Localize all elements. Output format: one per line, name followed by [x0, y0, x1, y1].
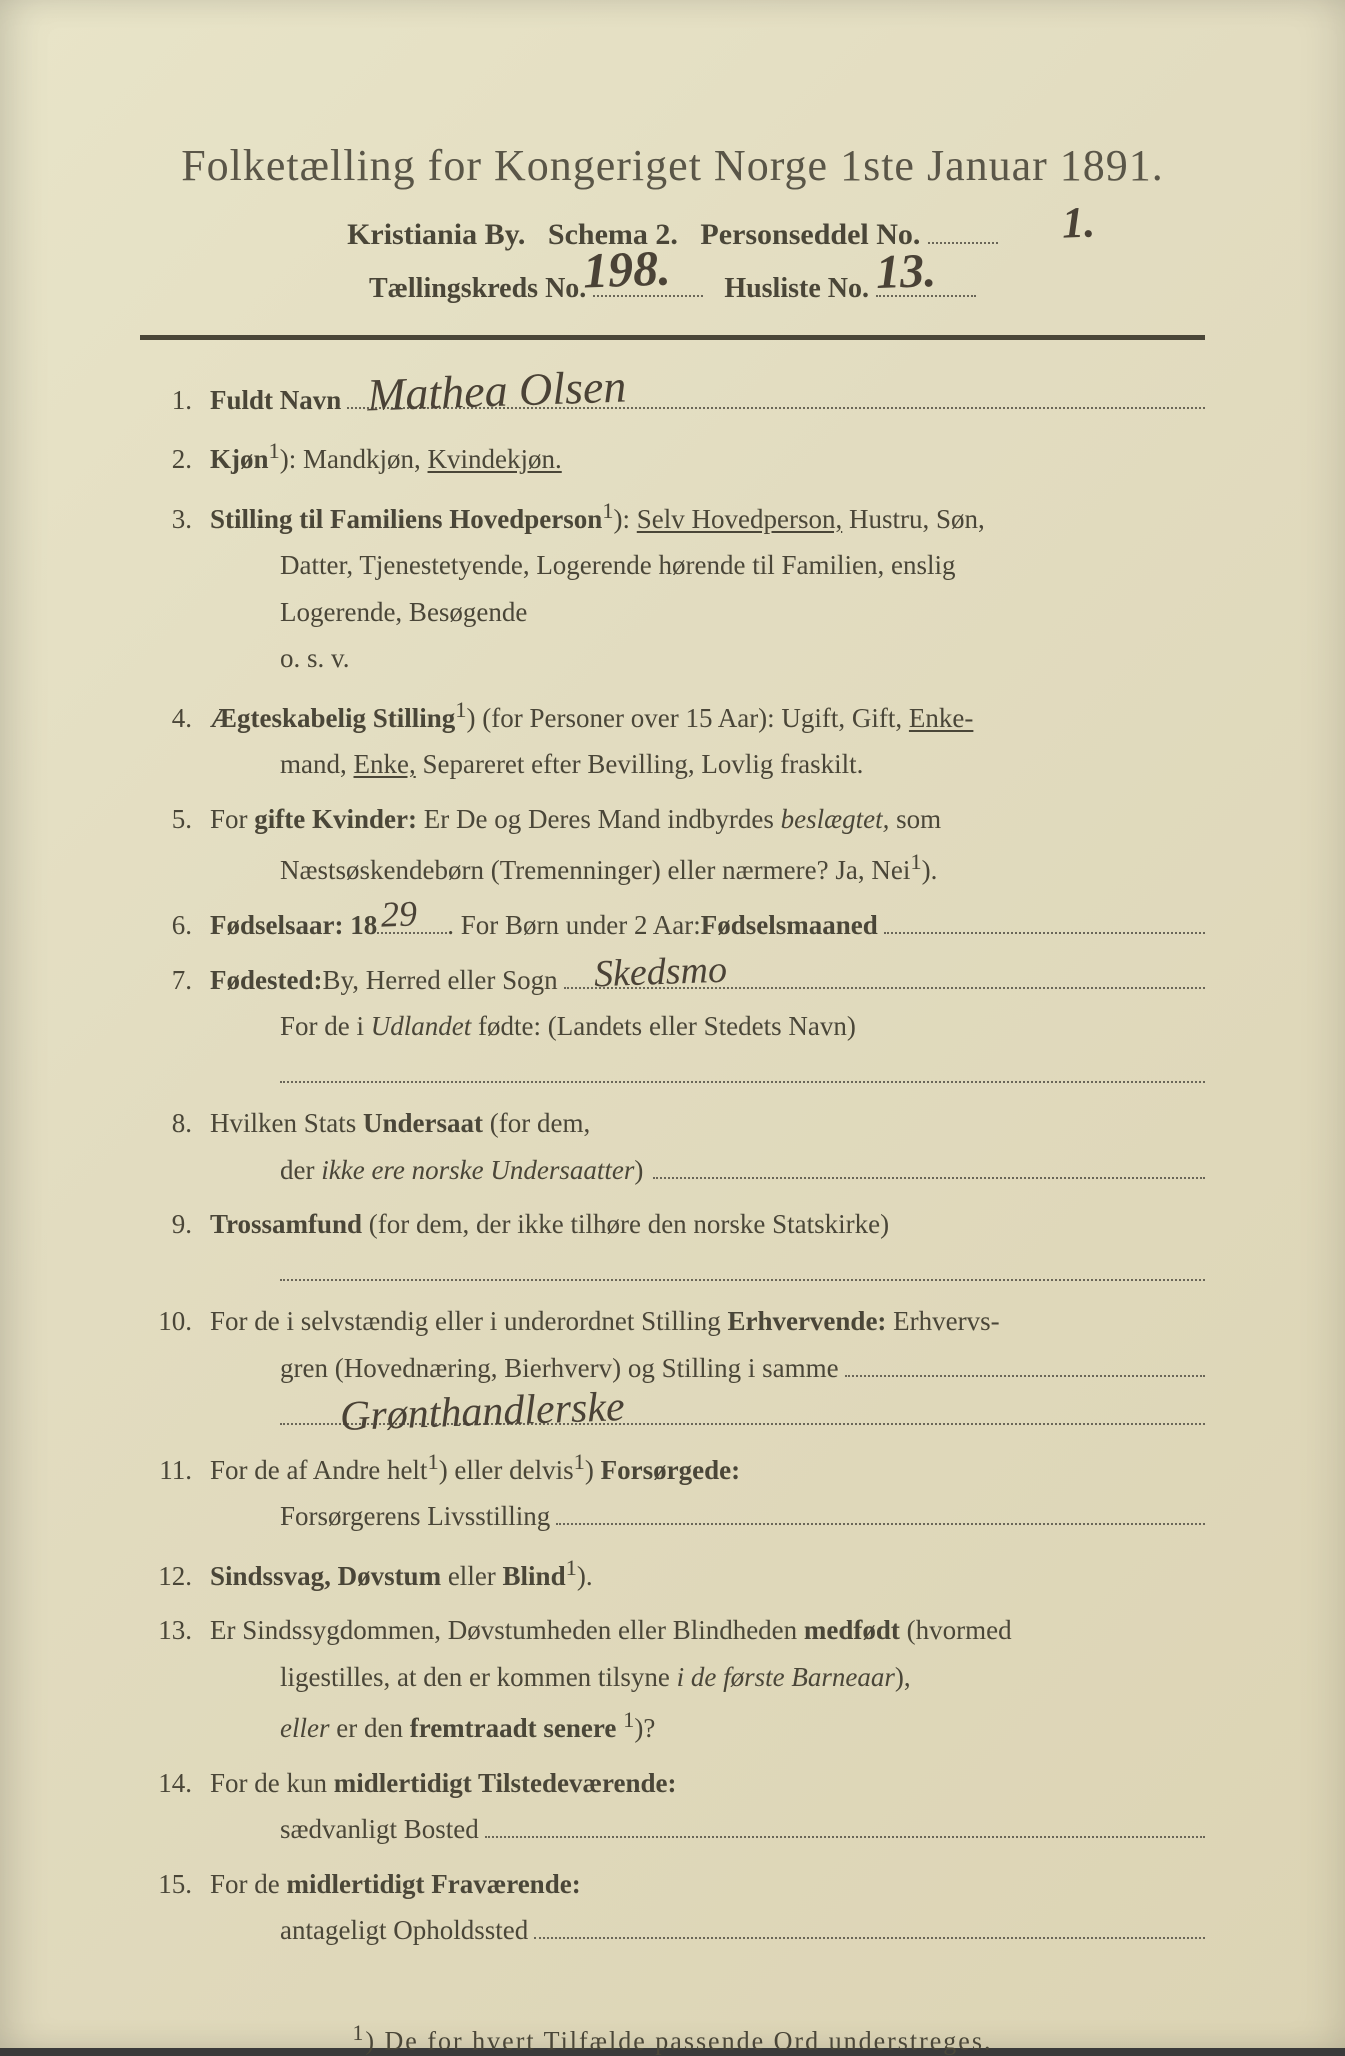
num-13: 13.	[140, 1610, 210, 1651]
occupation-value: Grønthandlerske	[339, 1383, 625, 1441]
item-6: 6. Fødselsaar: 18 29 . For Børn under 2 …	[140, 905, 1205, 946]
item-3: 3. Stilling til Familiens Hovedperson1):…	[140, 494, 1205, 540]
num-9: 9.	[140, 1204, 210, 1245]
num-11: 11.	[140, 1450, 210, 1491]
num-7: 7.	[140, 960, 210, 1001]
item-12: 12. Sindssvag, Døvstum eller Blind1).	[140, 1551, 1205, 1597]
item-7: 7. Fødested: By, Herred eller Sogn Skeds…	[140, 960, 1205, 1001]
label-kjon: Kjøn	[210, 444, 269, 474]
personseddel-value: 1.	[1061, 196, 1096, 248]
kreds-value: 198.	[582, 238, 671, 299]
item-4-line2: mand, Enke, Separeret efter Bevilling, L…	[140, 744, 1205, 785]
num-5: 5.	[140, 799, 210, 840]
husliste-label: Husliste No.	[724, 273, 869, 304]
num-6: 6.	[140, 905, 210, 946]
item-15-line2: antageligt Opholdssted	[140, 1910, 1205, 1951]
item-15: 15. For de midlertidigt Fraværende:	[140, 1864, 1205, 1905]
label-fuldt-navn: Fuldt Navn	[210, 380, 341, 421]
item-9: 9. Trossamfund (for dem, der ikke tilhør…	[140, 1204, 1205, 1245]
num-2: 2.	[140, 439, 210, 480]
label-aegteskab: Ægteskabelig Stilling	[210, 703, 455, 733]
num-1: 1.	[140, 380, 210, 421]
sup-2: 1	[269, 438, 280, 463]
num-12: 12.	[140, 1556, 210, 1597]
page-title: Folketælling for Kongeriget Norge 1ste J…	[140, 140, 1205, 191]
census-form-page: Folketælling for Kongeriget Norge 1ste J…	[0, 0, 1345, 2048]
birthplace-value: Skedsmo	[593, 942, 728, 1004]
item-10: 10. For de i selvstændig eller i underor…	[140, 1301, 1205, 1342]
item-8-line2: der ikke ere norske Undersaatter)	[140, 1150, 1205, 1191]
birthyear-value: 29	[380, 886, 418, 941]
item-13: 13. Er Sindssygdommen, Døvstumheden elle…	[140, 1610, 1205, 1651]
item-11-line2: Forsørgerens Livsstilling	[140, 1496, 1205, 1537]
item-2: 2. Kjøn1): Mandkjøn, Kvindekjøn.	[140, 434, 1205, 480]
item-10-blank: Grønthandlerske	[280, 1402, 1205, 1424]
footnote: 1) De for hvert Tilfælde passende Ord un…	[140, 2021, 1205, 2056]
kreds-label: Tællingskreds No.	[369, 273, 586, 304]
kvindekjon: Kvindekjøn.	[428, 444, 562, 474]
item-3-line3: Logerende, Besøgende	[140, 592, 1205, 633]
item-5-line2: Næstsøskendebørn (Tremenninger) eller næ…	[140, 845, 1205, 891]
item-7-line2: For de i Udlandet fødte: (Landets eller …	[140, 1006, 1205, 1047]
item-5: 5. For gifte Kvinder: Er De og Deres Man…	[140, 799, 1205, 840]
item-14-line2: sædvanligt Bosted	[140, 1809, 1205, 1850]
item-7-blank	[280, 1061, 1205, 1083]
selv-hovedperson: Selv Hovedperson,	[637, 504, 842, 534]
item-14: 14. For de kun midlertidigt Tilstedevære…	[140, 1763, 1205, 1804]
label-stilling: Stilling til Familiens Hovedperson	[210, 504, 602, 534]
subtitle-line2: Tællingskreds No. 198. Husliste No. 13.	[140, 266, 1205, 305]
item-9-blank	[280, 1259, 1205, 1281]
item-10-line2: gren (Hovednæring, Bierhverv) og Stillin…	[140, 1348, 1205, 1389]
item-8: 8. Hvilken Stats Undersaat (for dem,	[140, 1103, 1205, 1144]
num-15: 15.	[140, 1864, 210, 1905]
item-13-line3: eller er den fremtraadt senere 1)?	[140, 1703, 1205, 1749]
num-8: 8.	[140, 1103, 210, 1144]
num-10: 10.	[140, 1301, 210, 1342]
husliste-value: 13.	[875, 243, 937, 300]
item-1: 1. Fuldt Navn Mathea Olsen	[140, 380, 1205, 421]
name-value: Mathea Olsen	[366, 351, 628, 429]
item-3-line2: Datter, Tjenestetyende, Logerende hørend…	[140, 545, 1205, 586]
item-3-line4: o. s. v.	[140, 638, 1205, 679]
city-label: Kristiania By.	[347, 218, 525, 251]
num-14: 14.	[140, 1763, 210, 1804]
item-4: 4. Ægteskabelig Stilling1) (for Personer…	[140, 693, 1205, 739]
item-13-line2: ligestilles, at den er kommen tilsyne i …	[140, 1657, 1205, 1698]
num-3: 3.	[140, 499, 210, 540]
num-4: 4.	[140, 698, 210, 739]
item-11: 11. For de af Andre helt1) eller delvis1…	[140, 1445, 1205, 1491]
divider	[140, 335, 1205, 340]
subtitle-line: Kristiania By. Schema 2. Personseddel No…	[140, 211, 1205, 252]
enke: Enke-	[909, 703, 973, 733]
